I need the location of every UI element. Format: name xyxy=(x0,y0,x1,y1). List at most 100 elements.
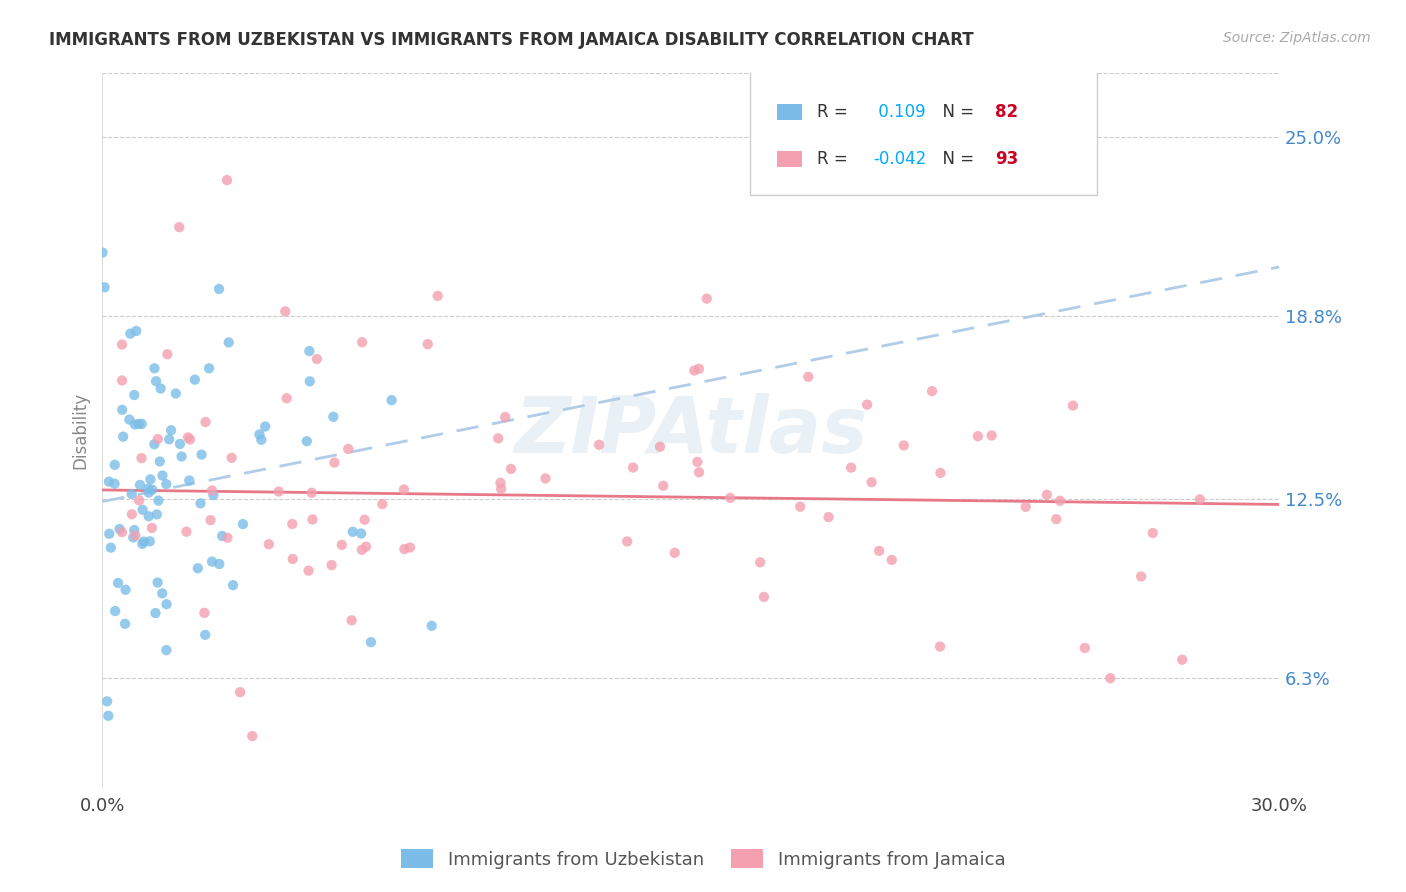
Point xyxy=(240,729,263,743)
Point xyxy=(104,458,127,472)
Point xyxy=(141,483,163,497)
Point xyxy=(118,412,141,426)
Point xyxy=(91,245,114,260)
Point xyxy=(337,442,360,456)
Point xyxy=(789,500,811,514)
Point xyxy=(295,434,318,449)
Point xyxy=(1142,526,1164,541)
Point xyxy=(340,613,363,627)
Point xyxy=(194,628,217,642)
Point xyxy=(187,561,209,575)
Point xyxy=(160,423,183,437)
Y-axis label: Disability: Disability xyxy=(72,392,89,469)
Point xyxy=(301,512,323,526)
Text: ZIPAtlas: ZIPAtlas xyxy=(515,392,868,468)
Point xyxy=(856,398,879,412)
Point xyxy=(100,541,122,555)
Point xyxy=(350,526,373,541)
Point xyxy=(305,351,328,366)
Point xyxy=(146,575,169,590)
Point xyxy=(111,337,134,351)
Point xyxy=(143,361,166,376)
Point xyxy=(124,417,146,432)
Point xyxy=(170,450,193,464)
Point xyxy=(152,468,174,483)
Point xyxy=(1130,569,1153,583)
Point xyxy=(208,282,231,296)
Point xyxy=(201,483,224,498)
Point xyxy=(621,460,644,475)
Point xyxy=(381,393,404,408)
Point xyxy=(298,375,321,389)
Point xyxy=(1045,512,1067,526)
Text: 0.109: 0.109 xyxy=(873,103,925,121)
Point xyxy=(494,410,516,425)
Point xyxy=(111,525,134,540)
Point xyxy=(749,555,772,569)
Point xyxy=(194,415,217,429)
Point xyxy=(353,513,375,527)
Point xyxy=(1171,653,1194,667)
Point xyxy=(696,292,718,306)
Point xyxy=(155,597,177,611)
Point xyxy=(211,529,233,543)
Point xyxy=(1188,492,1211,507)
Point xyxy=(267,484,290,499)
Point xyxy=(980,428,1002,442)
Point xyxy=(218,335,240,350)
Point xyxy=(114,616,136,631)
Point xyxy=(1062,399,1084,413)
Point xyxy=(301,485,323,500)
Point xyxy=(664,546,686,560)
Text: -0.042: -0.042 xyxy=(873,150,927,168)
Point xyxy=(342,524,364,539)
Point xyxy=(202,488,225,502)
Point xyxy=(222,578,245,592)
Point xyxy=(1074,640,1097,655)
Point xyxy=(534,471,557,485)
Point xyxy=(868,544,890,558)
Point xyxy=(165,386,187,401)
Point xyxy=(588,438,610,452)
Point xyxy=(93,280,115,294)
Point xyxy=(229,685,252,699)
Point xyxy=(860,475,883,490)
Point xyxy=(321,558,343,573)
Point xyxy=(200,513,222,527)
Text: 82: 82 xyxy=(995,103,1018,121)
Legend: Immigrants from Uzbekistan, Immigrants from Jamaica: Immigrants from Uzbekistan, Immigrants f… xyxy=(394,842,1012,876)
Text: IMMIGRANTS FROM UZBEKISTAN VS IMMIGRANTS FROM JAMAICA DISABILITY CORRELATION CHA: IMMIGRANTS FROM UZBEKISTAN VS IMMIGRANTS… xyxy=(49,31,974,49)
Point xyxy=(929,466,952,480)
Point xyxy=(198,361,221,376)
Point xyxy=(281,516,304,531)
Point xyxy=(145,606,167,620)
Point xyxy=(426,289,449,303)
Point xyxy=(179,433,201,447)
Point xyxy=(138,509,160,524)
Point xyxy=(420,619,443,633)
Point xyxy=(683,363,706,377)
Point xyxy=(169,437,191,451)
Point xyxy=(274,304,297,318)
Point xyxy=(929,640,952,654)
Point xyxy=(156,347,179,361)
Point xyxy=(131,502,153,516)
Point xyxy=(257,537,280,551)
Point xyxy=(208,557,231,571)
Point xyxy=(686,455,709,469)
Point xyxy=(121,487,143,501)
Point xyxy=(967,429,990,443)
Point xyxy=(111,402,134,417)
Point xyxy=(1015,500,1038,514)
Point xyxy=(350,542,373,557)
Point xyxy=(132,534,155,549)
Point xyxy=(1036,488,1059,502)
Point xyxy=(215,173,238,187)
Point xyxy=(184,373,207,387)
Point xyxy=(107,576,129,591)
Point xyxy=(354,540,377,554)
Point xyxy=(652,479,675,493)
Point xyxy=(1049,493,1071,508)
Point xyxy=(146,508,169,522)
Point xyxy=(281,552,304,566)
